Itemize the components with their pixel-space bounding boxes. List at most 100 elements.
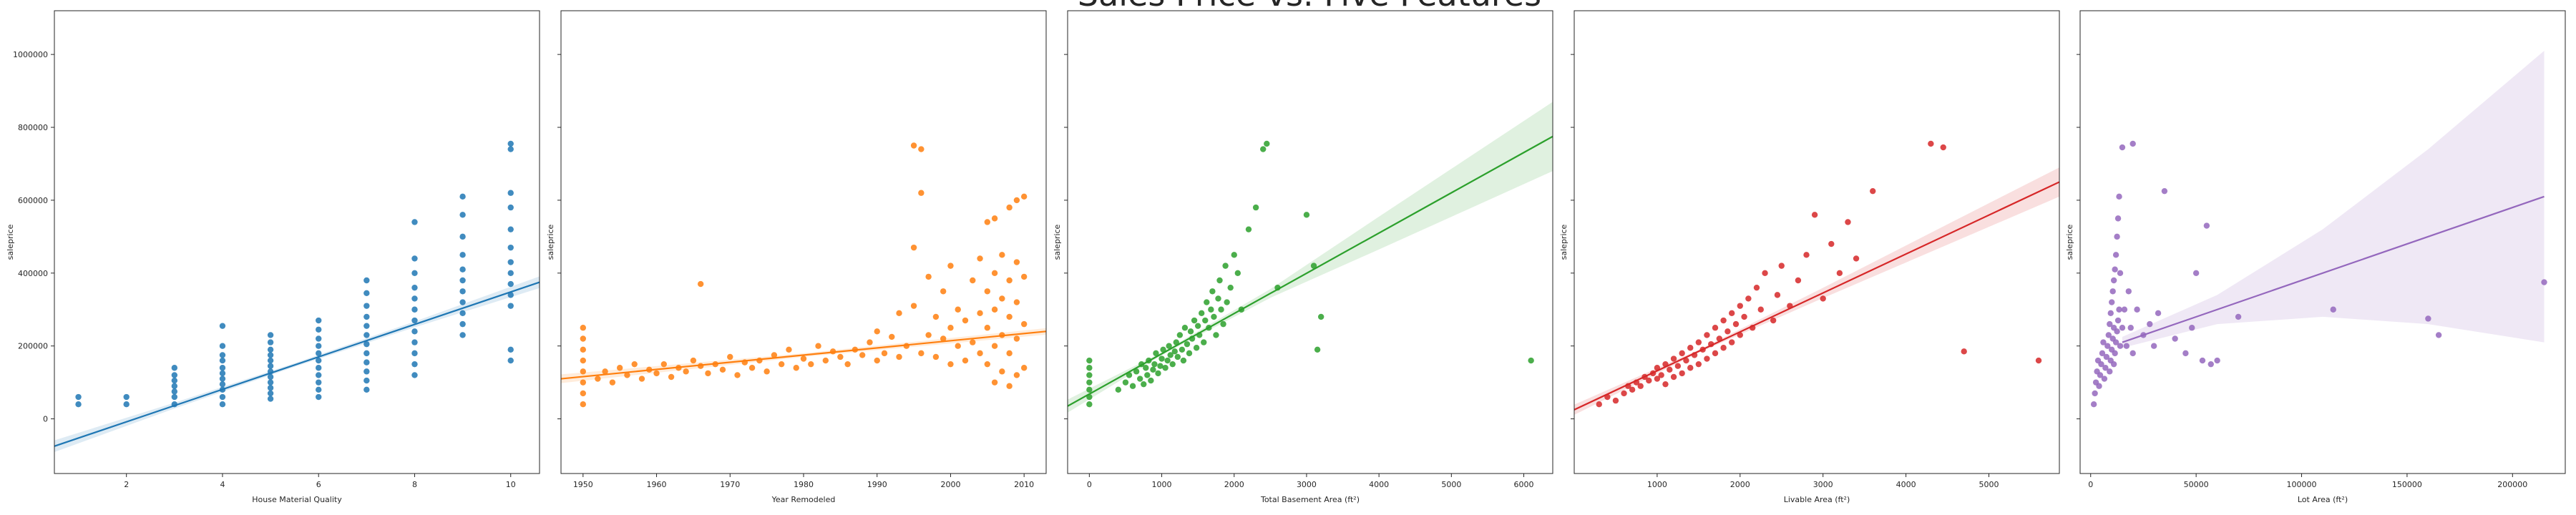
regression-line <box>1574 181 2059 411</box>
y-tick-label: 400000 <box>18 269 48 278</box>
figure-title: Sales Price vs. Five Features <box>1078 0 1541 14</box>
regression-line <box>561 330 1046 380</box>
data-point <box>1158 355 1165 362</box>
data-point <box>459 252 466 258</box>
x-axis-label: Livable Area (ft²) <box>1784 495 1850 504</box>
data-point <box>316 335 322 342</box>
data-point <box>1712 350 1719 357</box>
data-point <box>123 393 130 401</box>
x-tick-label: 100000 <box>2287 480 2317 489</box>
data-point <box>364 332 370 338</box>
data-point <box>459 320 466 328</box>
data-point <box>1141 381 1147 388</box>
x-tick-label: 3000 <box>1297 480 1317 489</box>
data-point <box>977 350 983 357</box>
x-tick-label: 1980 <box>794 480 814 489</box>
data-point <box>364 359 370 366</box>
data-point <box>1720 317 1727 324</box>
data-point <box>1245 226 1252 232</box>
data-point <box>2125 288 2132 295</box>
data-point <box>1961 348 1967 355</box>
data-point <box>918 350 924 357</box>
data-point <box>947 325 954 331</box>
data-point <box>364 350 370 357</box>
data-point <box>2119 325 2126 331</box>
data-point <box>1724 328 1731 335</box>
data-point <box>984 288 991 295</box>
data-point <box>1260 146 1267 152</box>
subplot-5: 0 50000 100000 150000 200000 Lot Area (ft²) sa… <box>2065 10 2566 504</box>
data-point <box>2147 320 2153 328</box>
axes-frame <box>1574 10 2060 474</box>
y-axis-label: saleprice <box>1053 224 1062 260</box>
data-point <box>1204 299 1210 305</box>
data-point <box>822 357 829 364</box>
data-point <box>910 244 917 251</box>
data-point <box>1811 212 1818 218</box>
data-point <box>411 350 418 357</box>
x-tick-label: 1000 <box>1647 480 1667 489</box>
data-point <box>1757 306 1764 313</box>
data-point <box>609 379 616 386</box>
data-point <box>219 393 226 401</box>
x-tick-label: 50000 <box>2184 480 2209 489</box>
data-point <box>1166 343 1172 349</box>
data-point <box>2330 306 2336 313</box>
data-point <box>1596 401 1602 408</box>
data-point <box>1218 306 1224 313</box>
data-point <box>267 385 274 391</box>
subplot-3: 0 1000 2000 3000 4000 5000 6000 Total Basement … <box>1053 10 1553 504</box>
data-point <box>1148 377 1154 384</box>
data-point <box>1115 386 1122 393</box>
data-point <box>2114 328 2120 335</box>
data-point <box>316 372 322 378</box>
data-point <box>1194 323 1201 329</box>
data-point <box>267 373 274 381</box>
data-point <box>918 146 924 152</box>
x-tick-label: 4000 <box>1896 480 1916 489</box>
data-point <box>2155 310 2162 317</box>
x-tick-label: 1000 <box>1152 480 1172 489</box>
data-point <box>962 317 969 324</box>
data-point <box>1674 363 1682 369</box>
data-point <box>459 266 466 273</box>
data-point <box>459 193 466 200</box>
data-point <box>1006 313 1013 320</box>
data-point <box>697 280 704 288</box>
data-point <box>2105 332 2112 338</box>
data-point <box>411 317 418 324</box>
x-tick-label: 4 <box>220 480 225 489</box>
data-point <box>970 277 976 284</box>
data-point <box>123 401 130 408</box>
data-point <box>1853 255 1860 262</box>
data-point <box>947 360 954 368</box>
subplot-4: 1000 2000 3000 4000 5000 Livable Area (ft²) sa… <box>1559 10 2060 504</box>
subplot-2: 1950 1960 1970 1980 1990 2000 2010 Year Remodel… <box>546 10 1047 504</box>
data-point <box>786 346 792 353</box>
data-point <box>75 393 82 401</box>
data-point <box>874 328 880 335</box>
data-point <box>660 360 668 368</box>
data-point <box>2123 343 2130 349</box>
data-point <box>771 352 778 358</box>
data-point <box>580 390 587 397</box>
regression-line <box>1068 135 1553 407</box>
data-point <box>991 379 998 386</box>
data-point <box>1679 350 1685 357</box>
data-point <box>1745 295 1752 302</box>
data-point <box>1184 340 1191 348</box>
data-point <box>1086 372 1093 378</box>
data-point <box>459 212 466 218</box>
data-point <box>2104 343 2111 349</box>
data-point <box>1020 320 1028 328</box>
data-point <box>2107 310 2114 317</box>
x-tick-label: 2010 <box>1014 480 1034 489</box>
data-point <box>1086 401 1093 408</box>
data-point <box>507 303 514 309</box>
data-point <box>2114 215 2122 222</box>
data-point <box>984 325 991 331</box>
data-point <box>867 339 873 345</box>
data-point <box>1167 352 1174 358</box>
data-point <box>364 323 370 329</box>
y-tick-label: 1000000 <box>13 50 48 59</box>
